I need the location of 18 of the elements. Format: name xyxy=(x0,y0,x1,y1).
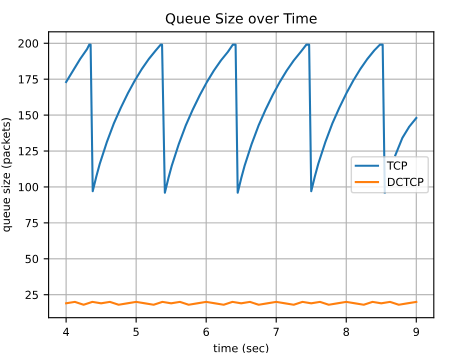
legend-label: DCTCP xyxy=(388,178,424,186)
y-tick-label: 125 xyxy=(18,147,38,156)
y-tick-label: 50 xyxy=(26,254,38,264)
x-tick-label: 5 xyxy=(133,328,139,336)
x-tick-label: 8 xyxy=(343,328,350,336)
y-tick-label: 150 xyxy=(18,111,38,120)
x-tick-label: 9 xyxy=(413,328,420,336)
y-axis-title: queue size (packets) xyxy=(1,118,12,232)
y-tick-label: 200 xyxy=(18,39,38,48)
x-tick-label: 7 xyxy=(274,328,279,336)
x-tick-label: 4 xyxy=(63,328,70,336)
y-tick-label: 175 xyxy=(18,75,38,84)
chart-title: Queue Size over Time xyxy=(166,12,317,26)
y-tick-label: 75 xyxy=(26,218,38,228)
y-tick-label: 100 xyxy=(18,182,38,192)
legend-label: TCP xyxy=(386,161,408,170)
y-tick-label: 25 xyxy=(26,290,38,300)
x-tick-label: 6 xyxy=(203,328,210,336)
